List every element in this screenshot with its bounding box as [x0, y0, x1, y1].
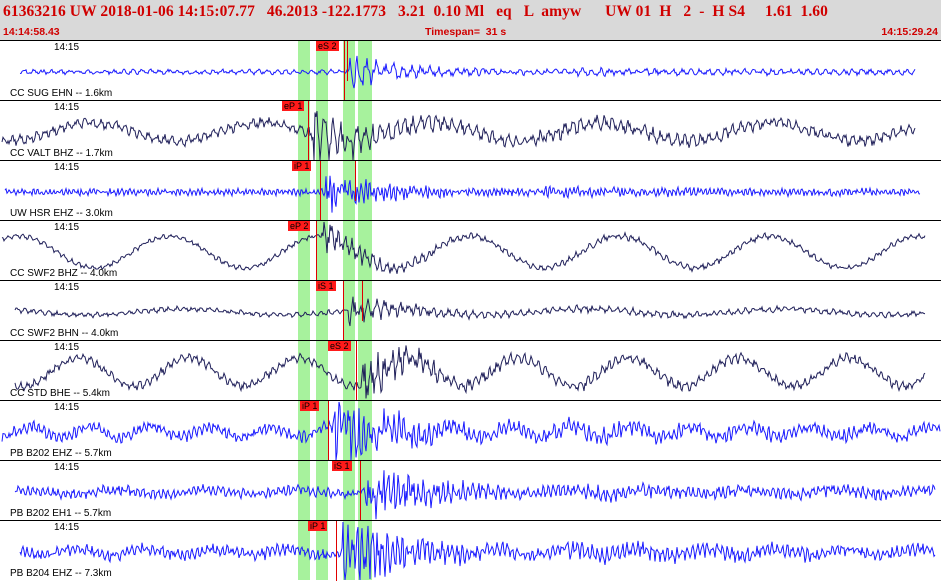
event-header: 61363216 UW 2018-01-06 14:15:07.77 46.20…	[0, 0, 941, 40]
pick-marker-line[interactable]	[316, 221, 317, 281]
waveform-plot	[14, 470, 936, 520]
pick-marker-line[interactable]	[320, 161, 321, 221]
s-window-band-2[interactable]	[358, 40, 372, 580]
pick-label[interactable]: eP 1	[282, 101, 305, 111]
waveform-trace	[1, 401, 941, 461]
trace-panel[interactable]: iP 1 14:15 PB B204 EHZ -- 7.3km	[0, 520, 941, 581]
waveform-trace	[1, 111, 916, 161]
waveform-trace	[4, 175, 921, 213]
trace-panel[interactable]: iS 1 14:15 PB B202 EH1 -- 5.7km	[0, 460, 941, 521]
time-tick-label: 14:15	[54, 342, 80, 353]
station-channel-label: PB B202 EHZ -- 5.7km	[10, 448, 112, 459]
trace-panel[interactable]: eP 2 14:15 CC SWF2 BHZ -- 4.0km	[0, 220, 941, 281]
trace-panel[interactable]: iP 1 14:15 PB B202 EHZ -- 5.7km	[0, 400, 941, 461]
pick-marker-line[interactable]	[356, 341, 357, 401]
waveform-plot	[1, 221, 926, 274]
pick-marker-line[interactable]	[343, 281, 344, 341]
pick-label[interactable]: eS 2	[328, 341, 351, 351]
timespan: Timespan= 31 s	[425, 26, 507, 38]
station-channel-label: PB B204 EHZ -- 7.3km	[10, 568, 112, 579]
waveform-plot	[14, 296, 926, 327]
seismogram-traces: eS 2 14:15 CC SUG EHN -- 1.6km eP 1 14:15 CC …	[0, 40, 941, 581]
waveform-trace	[19, 55, 916, 89]
time-tick-label: 14:15	[54, 162, 80, 173]
pick-marker-line[interactable]	[328, 401, 329, 461]
station-channel-label: CC VALT BHZ -- 1.7km	[10, 148, 113, 159]
pick-marker-line[interactable]	[362, 281, 363, 321]
time-tick-label: 14:15	[54, 222, 80, 233]
station-channel-label: CC SUG EHN -- 1.6km	[10, 88, 113, 99]
station-channel-label: PB B202 EH1 -- 5.7km	[10, 508, 112, 519]
pick-marker-line[interactable]	[344, 41, 345, 101]
pick-label[interactable]: eP 2	[288, 221, 311, 231]
time-tick-label: 14:15	[54, 282, 80, 293]
trace-panel[interactable]: eS 2 14:15 CC SUG EHN -- 1.6km	[0, 40, 941, 101]
event-summary-title: 61363216 UW 2018-01-06 14:15:07.77 46.20…	[3, 3, 829, 20]
waveform-trace	[14, 470, 936, 520]
station-channel-label: CC SWF2 BHZ -- 4.0km	[10, 268, 118, 279]
pick-marker-line[interactable]	[308, 101, 309, 161]
station-channel-label: UW HSR EHZ -- 3.0km	[10, 208, 113, 219]
station-channel-label: CC STD BHE -- 5.4km	[10, 388, 111, 399]
end-time: 14:15:29.24	[881, 26, 938, 38]
trace-panel[interactable]: iS 1 14:15 CC SWF2 BHN -- 4.0km	[0, 280, 941, 341]
waveform-plot	[4, 175, 921, 213]
station-channel-label: CC SWF2 BHN -- 4.0km	[10, 328, 119, 339]
time-tick-label: 14:15	[54, 522, 80, 533]
pick-marker-line[interactable]	[347, 41, 348, 81]
pick-label[interactable]: iP 1	[308, 521, 328, 531]
trace-panel[interactable]: eP 1 14:15 CC VALT BHZ -- 1.7km	[0, 100, 941, 161]
pick-label[interactable]: eS 2	[316, 41, 339, 51]
waveform-plot	[14, 345, 926, 399]
pick-marker-line[interactable]	[360, 461, 361, 521]
waveform-plot	[19, 521, 936, 581]
start-time: 14:14:58.43	[3, 26, 60, 38]
trace-panel[interactable]: iP 1 14:15 UW HSR EHZ -- 3.0km	[0, 160, 941, 221]
time-tick-label: 14:15	[54, 462, 80, 473]
time-tick-label: 14:15	[54, 42, 80, 53]
trace-panel[interactable]: eS 2 14:15 CC STD BHE -- 5.4km	[0, 340, 941, 401]
waveform-plot	[1, 111, 916, 161]
waveform-trace	[19, 521, 936, 581]
waveform-trace	[14, 345, 926, 399]
p-window-band[interactable]	[298, 40, 310, 580]
waveform-trace	[1, 221, 926, 274]
waveform-trace	[14, 296, 926, 327]
waveform-plot	[19, 55, 916, 89]
pick-label[interactable]: iP 1	[300, 401, 320, 411]
p-window-band-2[interactable]	[316, 40, 328, 580]
pick-marker-line[interactable]	[355, 161, 356, 201]
pick-marker-line[interactable]	[336, 521, 337, 581]
pick-label[interactable]: iS 1	[316, 281, 336, 291]
pick-label[interactable]: iP 1	[292, 161, 312, 171]
time-tick-label: 14:15	[54, 402, 80, 413]
waveform-plot	[1, 401, 941, 461]
time-tick-label: 14:15	[54, 102, 80, 113]
pick-label[interactable]: iS 1	[332, 461, 352, 471]
